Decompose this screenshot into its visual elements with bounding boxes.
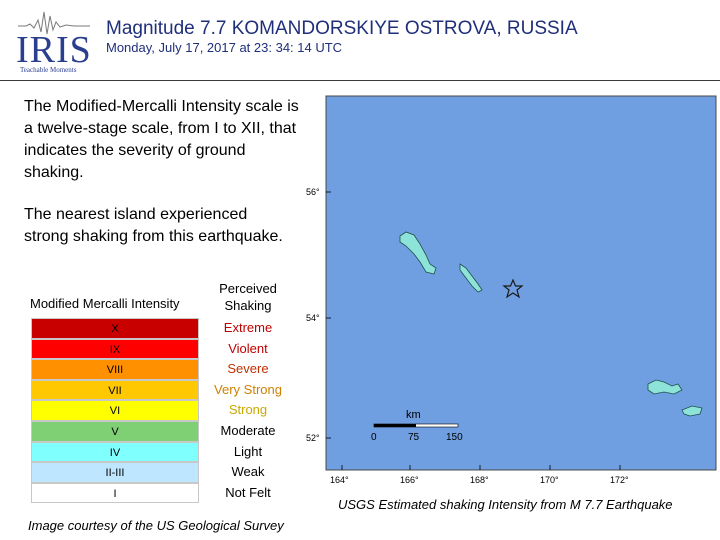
header-divider <box>0 80 720 81</box>
mmi-row: II-III <box>31 462 199 483</box>
perceived-shaking-list: Extreme Violent Severe Very Strong Strong Mod… <box>200 318 296 503</box>
scale-tick-150: 150 <box>446 432 463 443</box>
bering-island <box>399 231 437 275</box>
mmi-row: VI <box>31 400 199 421</box>
mmi-row: IV <box>31 441 199 463</box>
mmi-row: VII <box>31 379 199 401</box>
page-title: Magnitude 7.7 KOMANDORSKIYE OSTROVA, RUS… <box>106 18 578 39</box>
shaking-label: Weak <box>231 464 265 480</box>
ocean <box>325 95 717 471</box>
shaking-label: Strong <box>228 402 268 418</box>
event-datetime: Monday, July 17, 2017 at 23: 34: 14 UTC <box>106 40 343 55</box>
mmi-row: IX <box>31 338 199 360</box>
shaking-label: Moderate <box>220 422 276 438</box>
iris-logo: IRIS Teachable Moments <box>14 6 94 74</box>
mmi-row: V <box>31 420 199 442</box>
scale-tick-0: 0 <box>371 432 377 443</box>
map-caption: USGS Estimated shaking Intensity from M … <box>338 497 673 512</box>
lat-label-56: 56° <box>306 187 320 197</box>
scale-bar-segment <box>374 424 416 427</box>
lon-label-164: 164° <box>330 475 349 485</box>
lat-label-54: 54° <box>306 313 320 323</box>
shaking-label: Violent <box>228 340 268 356</box>
logo-text: IRIS <box>16 29 92 71</box>
lat-label-52: 52° <box>306 433 320 443</box>
lon-label-168: 168° <box>470 475 489 485</box>
agattu-island <box>681 405 703 417</box>
mmi-row: I <box>31 482 199 504</box>
mmi-description: The Modified-Mercalli Intensity scale is… <box>24 98 299 181</box>
lon-label-172: 172° <box>610 475 629 485</box>
mmi-row: VIII <box>31 359 199 380</box>
epicenter-star-icon <box>502 278 524 299</box>
shaking-map: 56° 54° 52° 164° 166° 168° 170° 172° km … <box>306 95 717 485</box>
image-credit: Image courtesy of the US Geological Surv… <box>28 518 284 533</box>
mmi-intensity-scale: X IX VIII VII VI V IV II-III I <box>31 318 199 504</box>
seismogram-icon <box>18 11 90 35</box>
shaking-label: Severe <box>227 361 269 377</box>
lon-label-166: 166° <box>400 475 419 485</box>
attu-island <box>647 379 683 395</box>
mmi-row: X <box>31 318 199 339</box>
medny-island <box>459 263 483 293</box>
shaking-header: Perceived Shaking <box>219 281 277 313</box>
shaking-label: Light <box>233 443 263 459</box>
shaking-label: Not Felt <box>225 484 271 500</box>
island-shaking-note: The nearest island experienced strong sh… <box>24 206 283 245</box>
intensity-header: Modified Mercalli Intensity <box>30 296 180 311</box>
lon-label-170: 170° <box>540 475 559 485</box>
scale-unit: km <box>406 409 421 421</box>
logo-subtitle: Teachable Moments <box>20 66 77 74</box>
map-frame-ticks <box>326 191 621 470</box>
shaking-label: Extreme <box>223 320 273 335</box>
shaking-label: Very Strong <box>214 381 282 397</box>
scale-tick-75: 75 <box>408 432 420 443</box>
